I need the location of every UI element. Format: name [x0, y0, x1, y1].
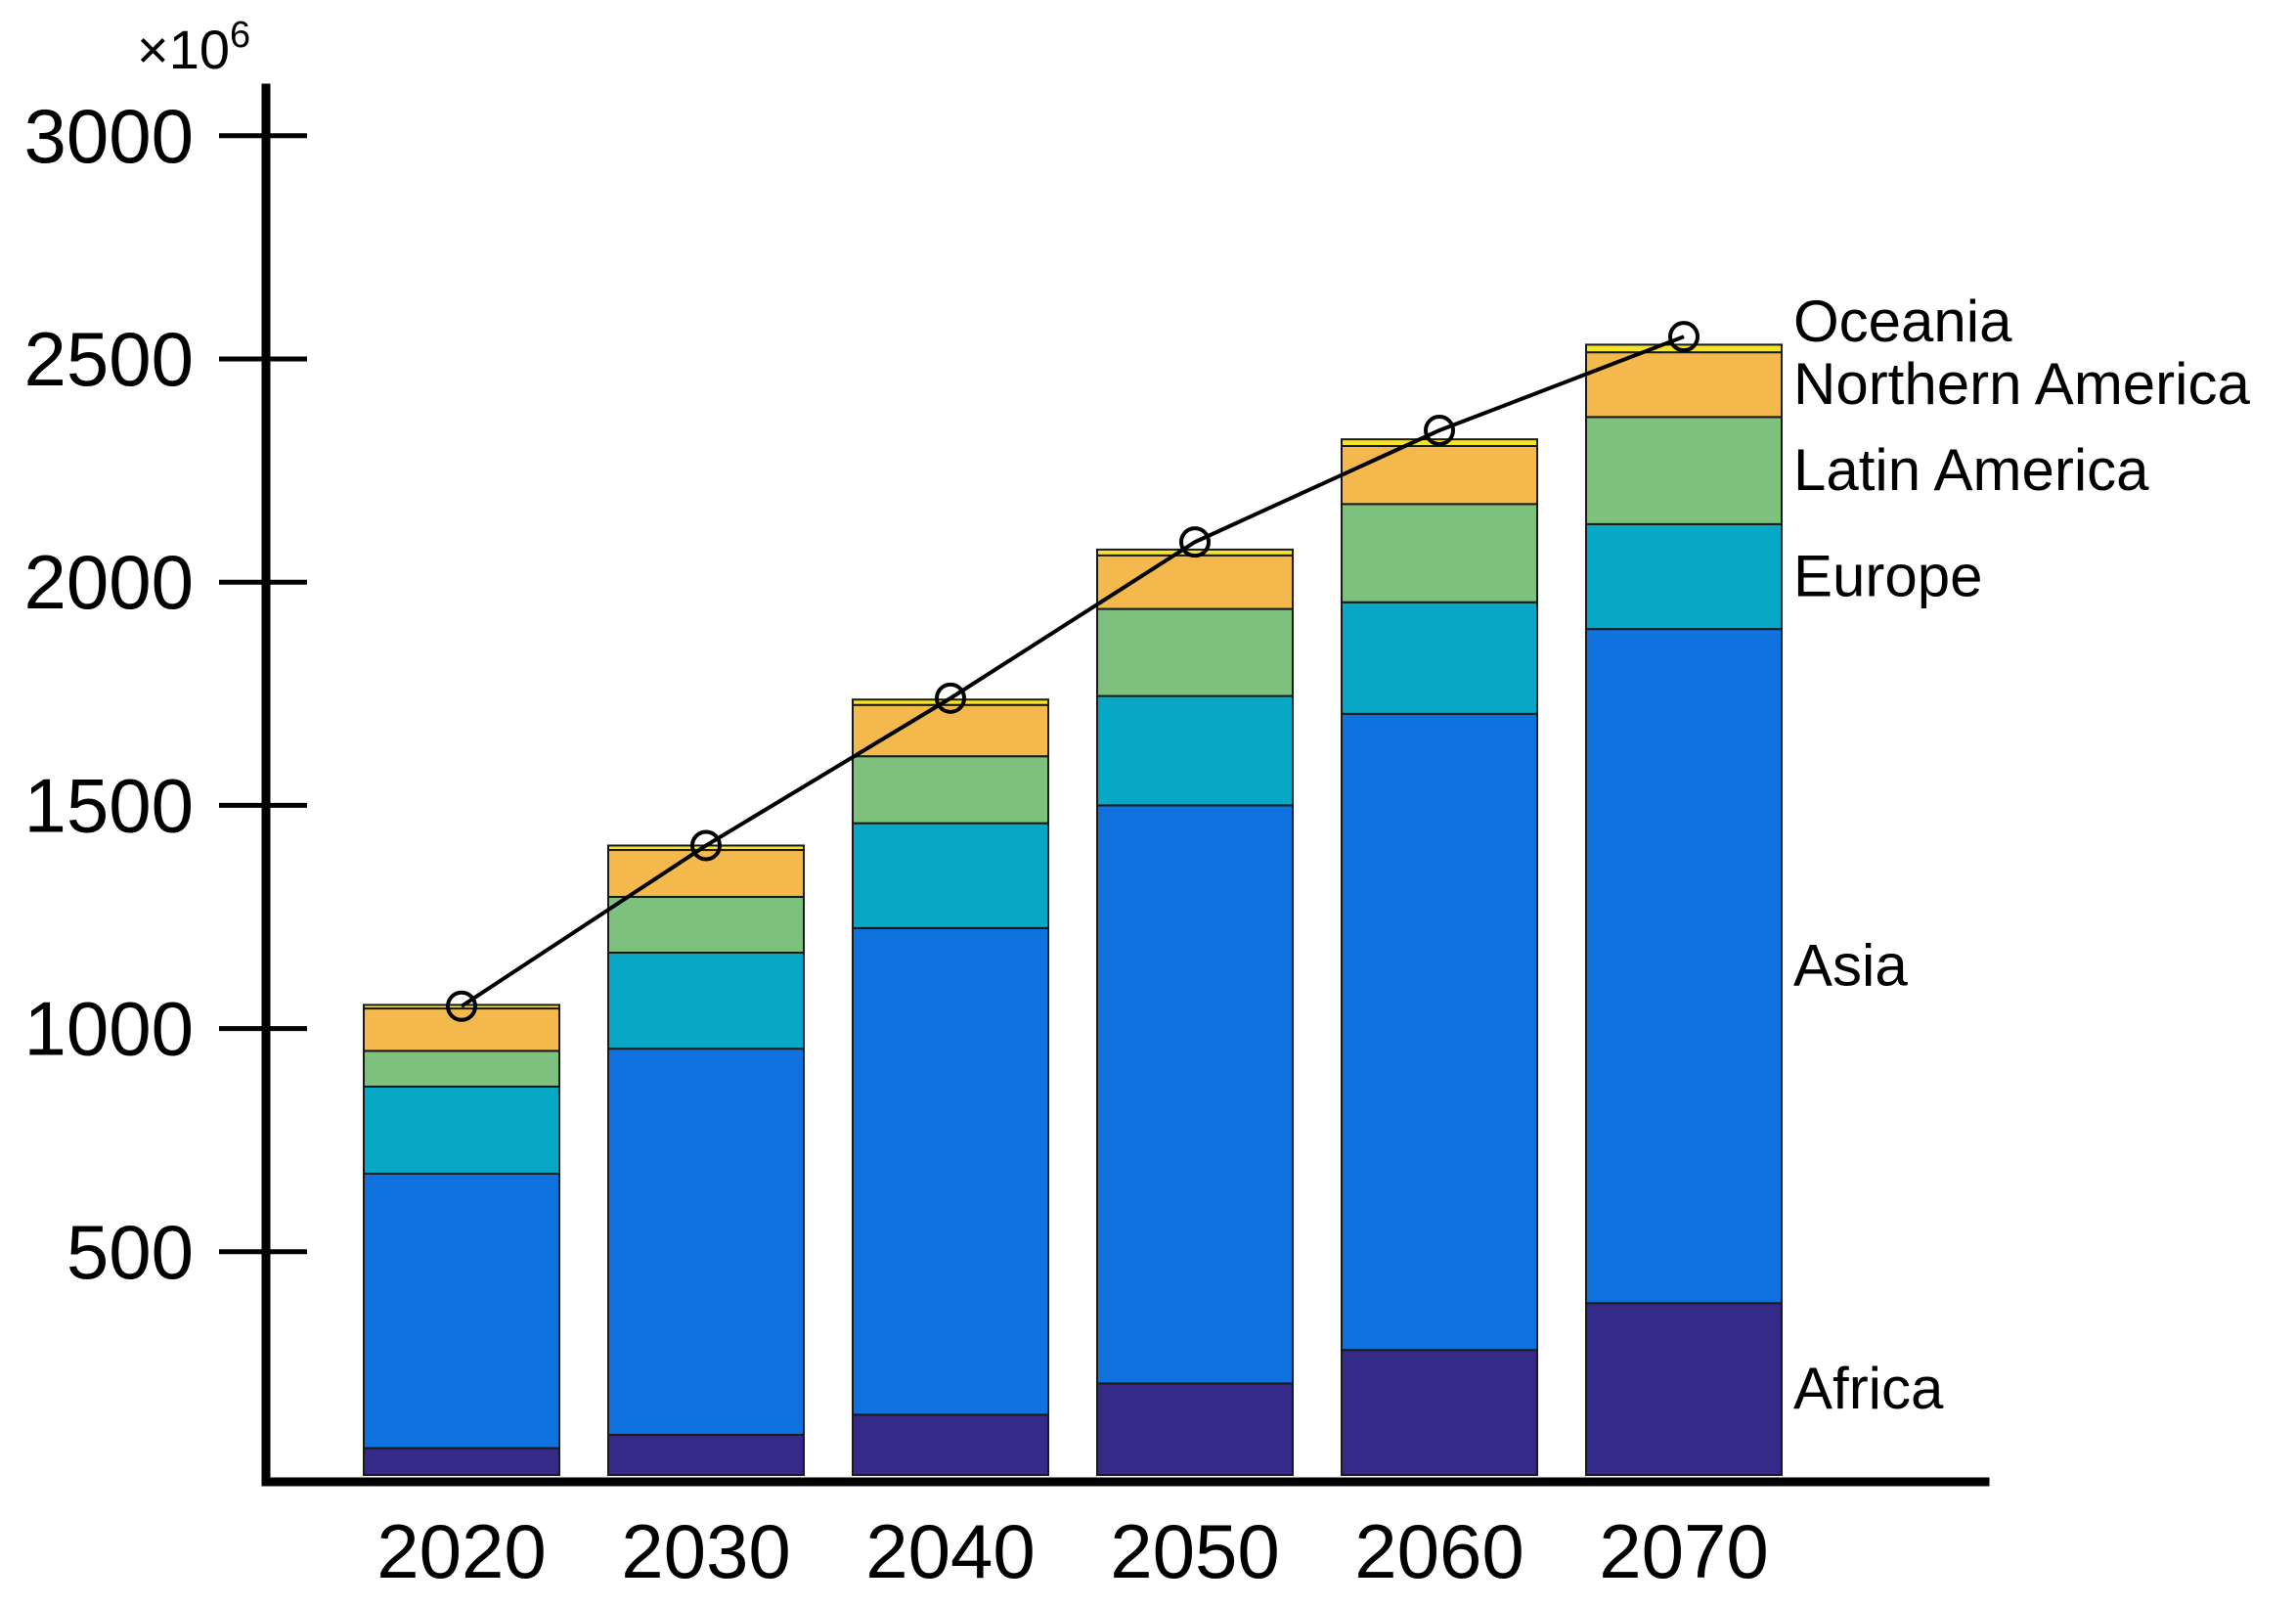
x-tick-label-2050: 2050 [1110, 1508, 1280, 1594]
series-label-latin-america: Latin America [1793, 437, 2149, 503]
bar-northern-america-2050 [1096, 554, 1294, 610]
x-labels-layer: 2020 2030 2040 2050 2060 2070 [376, 1508, 1769, 1594]
series-label-europe: Europe [1793, 543, 1982, 608]
x-tick-label-2040: 2040 [865, 1508, 1036, 1594]
total-marker-2070 [1668, 321, 1700, 353]
series-label-northern-america: Northern America [1793, 351, 2250, 417]
bar-europe-2050 [1096, 694, 1294, 807]
bar-asia-2070 [1585, 628, 1783, 1305]
bar-latin-america-2070 [1585, 416, 1783, 525]
y-tick-label-3000: 3000 [23, 93, 194, 179]
bar-europe-2070 [1585, 522, 1783, 631]
y-tick-label-500: 500 [66, 1209, 194, 1295]
series-labels-layer: Africa Asia Europe Latin America Northern Am… [1793, 289, 2250, 1421]
bar-europe-2020 [363, 1085, 560, 1175]
y-ticks-layer: 500 1000 1500 2000 2500 3000 [23, 93, 307, 1295]
bar-africa-2030 [607, 1433, 805, 1476]
bar-asia-2060 [1341, 712, 1538, 1352]
bar-asia-2020 [363, 1172, 560, 1450]
y-tick-label-1500: 1500 [23, 762, 194, 848]
y-multiplier-label: ×106 [137, 15, 250, 80]
y-multiplier-base: ×10 [137, 19, 230, 80]
bar-northern-america-2020 [363, 1007, 560, 1052]
bar-africa-2020 [363, 1447, 560, 1476]
bar-africa-2040 [852, 1413, 1049, 1476]
series-label-oceania: Oceania [1793, 289, 2012, 354]
y-multiplier-exponent: 6 [230, 15, 250, 56]
bar-europe-2040 [852, 822, 1049, 929]
bar-europe-2030 [607, 952, 805, 1050]
x-tick-label-2030: 2030 [621, 1508, 791, 1594]
y-tick-label-2000: 2000 [23, 539, 194, 625]
bar-latin-america-2020 [363, 1049, 560, 1088]
total-marker-2020 [446, 990, 477, 1022]
x-tick-label-2020: 2020 [376, 1508, 547, 1594]
y-tick-label-1000: 1000 [23, 986, 194, 1072]
total-marker-2030 [690, 829, 722, 862]
y-tick-label-2500: 2500 [23, 316, 194, 402]
bars-layer [363, 343, 1783, 1477]
bar-latin-america-2050 [1096, 607, 1294, 697]
bar-africa-2070 [1585, 1302, 1783, 1477]
bar-latin-america-2040 [852, 755, 1049, 825]
bar-latin-america-2030 [607, 895, 805, 955]
bar-asia-2050 [1096, 804, 1294, 1385]
bar-europe-2060 [1341, 601, 1538, 715]
x-tick-label-2060: 2060 [1354, 1508, 1524, 1594]
bar-asia-2030 [607, 1048, 805, 1436]
bar-africa-2050 [1096, 1382, 1294, 1476]
total-marker-2050 [1179, 526, 1211, 558]
total-marker-2040 [935, 682, 966, 714]
total-line [460, 335, 1685, 1008]
total-marker-2060 [1424, 415, 1455, 447]
series-label-africa: Africa [1793, 1356, 1944, 1421]
bar-latin-america-2060 [1341, 503, 1538, 603]
bar-asia-2040 [852, 926, 1049, 1416]
series-label-asia: Asia [1793, 933, 1908, 999]
bar-africa-2060 [1341, 1349, 1538, 1477]
x-tick-label-2070: 2070 [1599, 1508, 1769, 1594]
bar-northern-america-2070 [1585, 351, 1783, 419]
total-line-layer [446, 321, 1700, 1022]
bar-northern-america-2060 [1341, 444, 1538, 506]
